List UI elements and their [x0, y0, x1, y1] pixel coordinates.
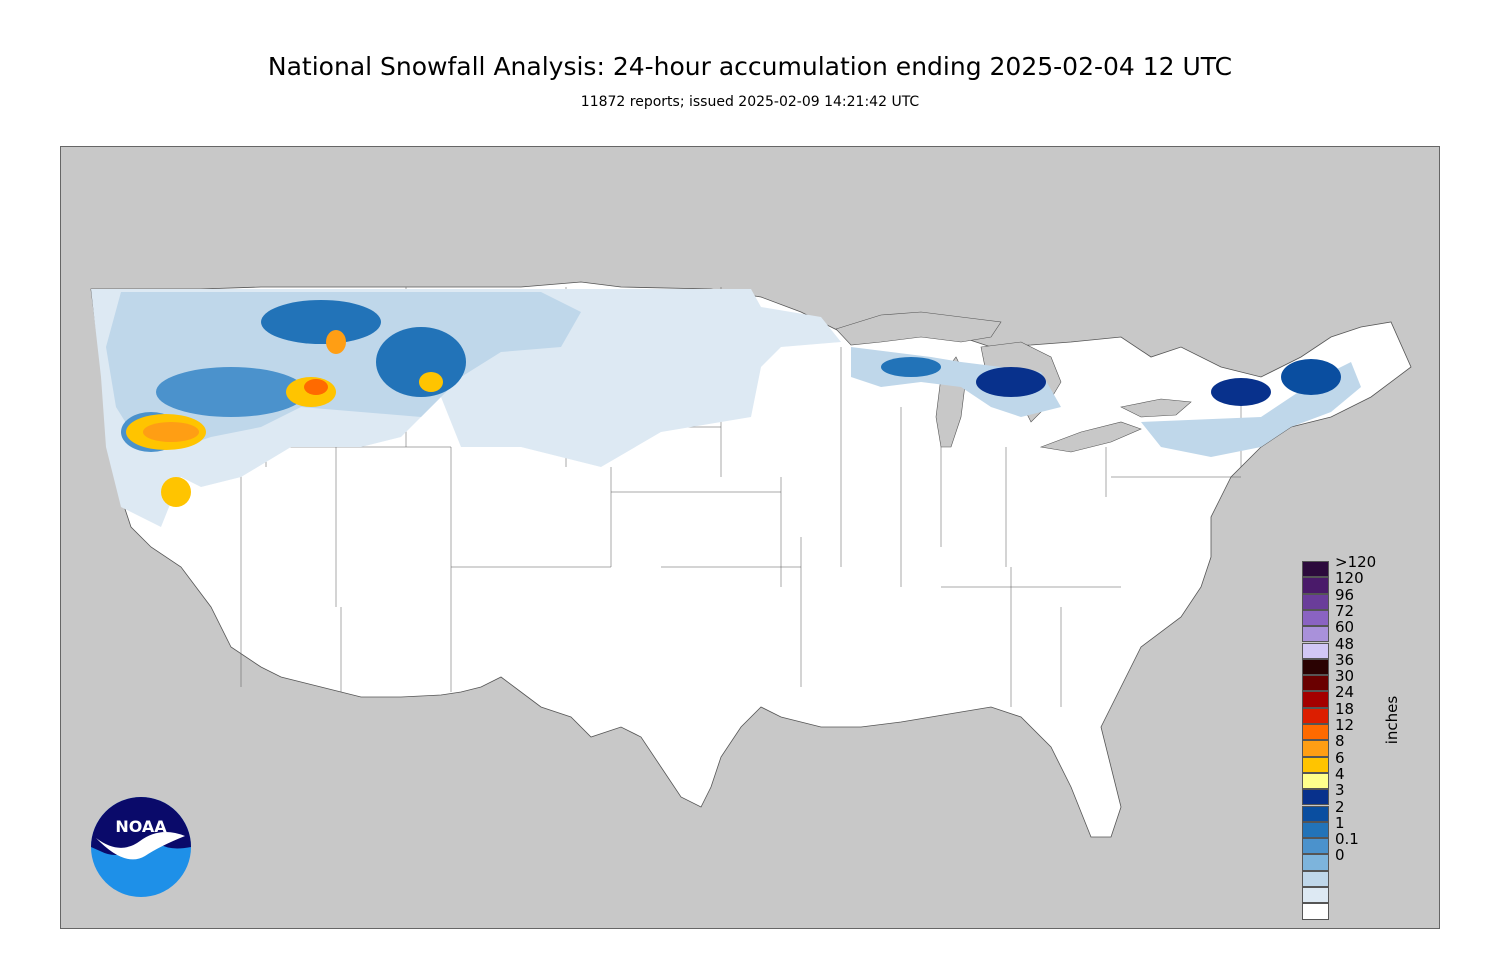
- heavy-snow: [121, 300, 1341, 452]
- legend-swatch: [1302, 691, 1329, 708]
- legend-swatch: [1302, 577, 1329, 594]
- legend-swatch: [1302, 903, 1329, 920]
- legend-label: 0: [1335, 846, 1345, 865]
- units-label: inches: [1383, 695, 1401, 745]
- legend-label: 2: [1335, 797, 1345, 816]
- legend-swatch: [1302, 854, 1329, 871]
- legend-label: 8: [1335, 732, 1345, 751]
- legend-label: >120: [1335, 553, 1377, 571]
- legend-swatch: [1302, 724, 1329, 741]
- legend-label: 96: [1335, 585, 1355, 604]
- us-landmass: [90, 281, 1412, 838]
- noaa-logo: NOAA: [90, 796, 192, 898]
- legend-label: 120: [1335, 569, 1364, 588]
- legend-swatch: [1302, 707, 1329, 724]
- legend-swatch: [1302, 740, 1329, 757]
- map-area[interactable]: [60, 146, 1440, 929]
- legend-label: 72: [1335, 601, 1355, 620]
- legend-swatch: [1302, 658, 1329, 676]
- legend-swatch: [1302, 609, 1329, 627]
- legend-swatch: [1302, 593, 1329, 610]
- legend-swatch: [1302, 642, 1329, 659]
- logo-text: NOAA: [115, 817, 167, 836]
- legend-swatch: [1302, 838, 1329, 855]
- legend-label: 6: [1335, 748, 1345, 767]
- legend-swatch: [1302, 626, 1329, 643]
- chart-subtitle: 11872 reports; issued 2025-02-09 14:21:4…: [580, 94, 920, 110]
- legend-label: 18: [1335, 699, 1355, 718]
- legend-label: 12: [1335, 716, 1355, 734]
- legend-swatch: [1302, 805, 1329, 822]
- legend-label: 4: [1335, 764, 1345, 783]
- legend-swatch: [1302, 870, 1329, 887]
- legend-label: 36: [1335, 650, 1355, 669]
- legend-label: 3: [1335, 781, 1345, 800]
- chart-title: National Snowfall Analysis: 24-hour accu…: [267, 52, 1233, 81]
- noaa-logo-icon: NOAA: [91, 797, 191, 897]
- legend-swatch: [1302, 756, 1329, 773]
- snowfall-map: [90, 281, 1412, 838]
- legend-label: 1: [1335, 813, 1345, 832]
- legend-label: 0.1: [1335, 830, 1359, 849]
- legend-units: inches: [1382, 690, 1402, 750]
- legend-label: 24: [1335, 683, 1355, 702]
- legend-swatch: [1302, 789, 1329, 806]
- legend-label: 30: [1335, 667, 1355, 686]
- legend-label: 48: [1335, 634, 1355, 653]
- legend-swatch: [1302, 821, 1329, 839]
- legend-swatch: [1302, 887, 1329, 904]
- legend-swatch: [1302, 675, 1329, 692]
- legend-label: 60: [1335, 618, 1355, 637]
- very-heavy-snow: [126, 330, 443, 507]
- legend-swatch: [1302, 772, 1329, 790]
- legend-swatch: [1302, 561, 1329, 578]
